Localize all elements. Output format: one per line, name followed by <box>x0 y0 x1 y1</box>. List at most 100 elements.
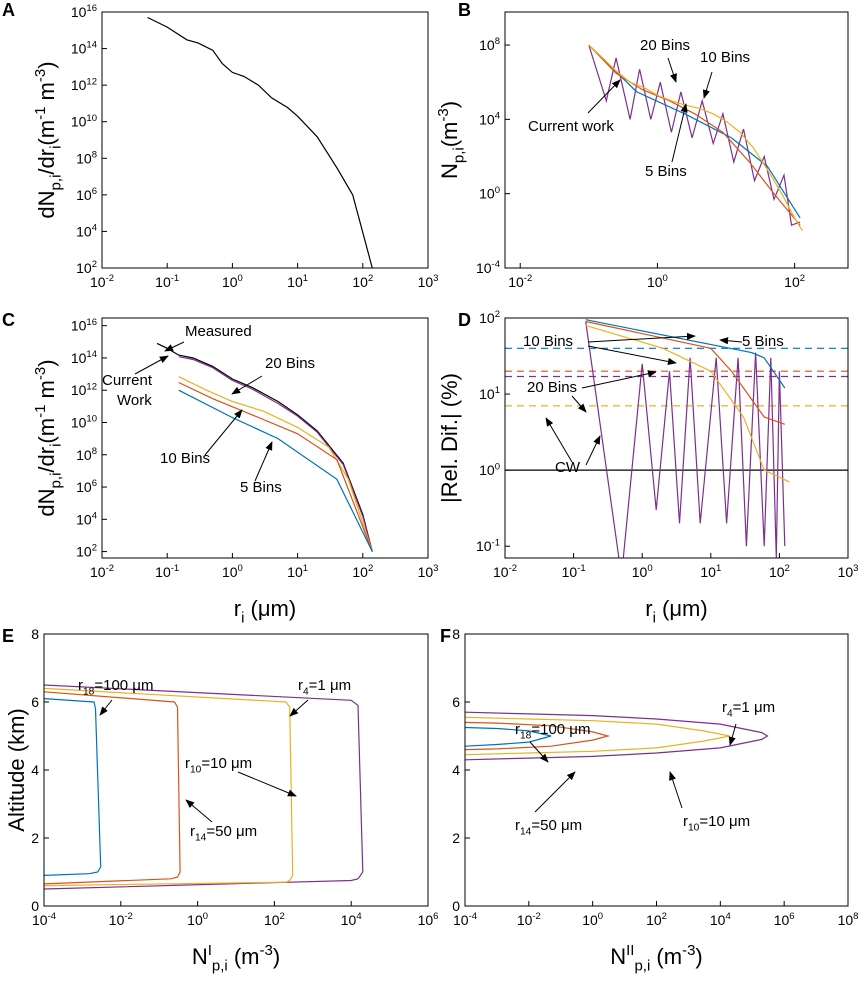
y-tick-label: 1010 <box>71 414 97 431</box>
panel-label: E <box>2 626 14 646</box>
arrow <box>728 723 737 746</box>
axes-frame <box>504 11 849 269</box>
y-tick-label: 10-4 <box>476 259 500 276</box>
y-tick-label: 108 <box>76 149 97 166</box>
series-group <box>44 684 364 890</box>
line <box>588 44 801 226</box>
line <box>465 711 769 761</box>
panel-label: A <box>2 0 15 20</box>
y-tick-label: 1012 <box>71 381 97 398</box>
annotation: Current <box>102 372 153 389</box>
y-tick-label: 0 <box>31 898 39 914</box>
x-tick-label: 102 <box>769 563 790 580</box>
arrow <box>289 699 309 717</box>
x-tick-label: 100 <box>647 273 668 290</box>
x-tick-label: 106 <box>774 911 795 928</box>
axes-frame <box>464 633 849 907</box>
y-tick-label: 1014 <box>71 40 97 57</box>
x-tick-label: 10-1 <box>155 273 179 290</box>
arrow <box>534 771 576 813</box>
line <box>178 389 373 552</box>
y-tick-label: 100 <box>479 461 500 478</box>
x-axis-label: NIp,i (m-3) <box>192 942 280 975</box>
line <box>585 319 786 389</box>
annotation: 10 Bins <box>523 333 573 350</box>
x-axis-label: ri (μm) <box>234 596 296 627</box>
x-tick-label: 10-2 <box>90 273 114 290</box>
annotation: 20 Bins <box>640 37 690 54</box>
series-group <box>147 16 373 268</box>
y-tick-label: 100 <box>479 185 500 202</box>
y-tick-label: 104 <box>76 223 97 240</box>
annotation: 10 Bins <box>700 49 750 66</box>
y-tick-label: 102 <box>76 259 97 276</box>
line <box>465 721 611 751</box>
y-tick-label: 1010 <box>71 113 97 130</box>
y-tick-label: 104 <box>76 510 97 527</box>
axes-frame <box>504 317 849 559</box>
x-tick-label: 103 <box>418 273 439 290</box>
arrow <box>99 699 113 716</box>
arrow <box>671 103 688 163</box>
y-tick-label: 106 <box>76 478 97 495</box>
annotation: r14=50 μm <box>190 823 257 844</box>
x-tick-label: 10-2 <box>109 911 133 928</box>
annotation: 10 Bins <box>160 450 210 467</box>
line <box>178 376 373 552</box>
panel: A 10-2 10-1 100 101 102 103 102 104 106 108 1010 101… <box>2 0 438 290</box>
arrow <box>231 375 263 395</box>
arrow <box>254 441 273 482</box>
y-tick-label: 6 <box>452 694 460 710</box>
x-tick-label: 106 <box>418 911 439 928</box>
axes-frame <box>101 11 429 269</box>
x-tick-label: 100 <box>187 911 208 928</box>
y-axis-label: Altitude (km) <box>4 708 29 831</box>
panel-label: B <box>458 0 471 20</box>
x-tick-label: 108 <box>838 911 859 928</box>
arrow <box>587 345 677 365</box>
y-tick-label: 1016 <box>71 3 97 20</box>
x-tick-label: 102 <box>784 273 805 290</box>
x-tick-label: 10-1 <box>562 563 586 580</box>
annotation: Work <box>117 392 152 409</box>
arrow <box>669 771 683 809</box>
y-tick-label: 10-1 <box>476 537 500 554</box>
x-tick-label: 101 <box>700 563 721 580</box>
series-group <box>588 44 803 232</box>
x-tick-label: 10-2 <box>493 563 517 580</box>
arrow <box>134 355 169 375</box>
annotation: 5 Bins <box>240 479 282 496</box>
x-tick-label: 104 <box>710 911 731 928</box>
y-axis-label: |Rel. Dif.| (%) <box>437 373 462 503</box>
annotation: r4=1 μm <box>722 699 775 720</box>
y-tick-label: 101 <box>479 385 500 402</box>
line <box>44 687 294 887</box>
line <box>588 44 801 227</box>
annotation: 5 Bins <box>645 163 687 180</box>
arrow <box>571 395 587 413</box>
line <box>44 691 181 885</box>
y-tick-label: 8 <box>452 626 460 642</box>
annotation: 20 Bins <box>265 355 315 372</box>
line <box>465 716 731 756</box>
annotation: Current work <box>528 118 614 135</box>
x-tick-label: 100 <box>632 563 653 580</box>
line <box>156 342 373 552</box>
line <box>465 726 552 747</box>
arrow <box>164 341 185 352</box>
x-tick-label: 102 <box>646 911 667 928</box>
y-tick-label: 102 <box>76 543 97 560</box>
annotation: r10=10 μm <box>683 813 750 834</box>
x-tick-label: 10-2 <box>90 563 114 580</box>
panel: B 10-2 100 102 10-4 100 104 108 Np,i(m-3) 20 Bins… <box>435 0 849 290</box>
line <box>44 684 364 890</box>
series-group <box>156 342 373 552</box>
line <box>588 44 803 232</box>
annotation: Measured <box>185 323 252 340</box>
panel-label: D <box>458 310 471 330</box>
panel-label: C <box>2 310 15 330</box>
panel: E 10-4 10-2 100 102 104 106 0 2 4 6 8 NIp,i (m-3) Alt… <box>2 626 438 975</box>
x-tick-label: 104 <box>341 911 362 928</box>
line <box>147 16 373 268</box>
